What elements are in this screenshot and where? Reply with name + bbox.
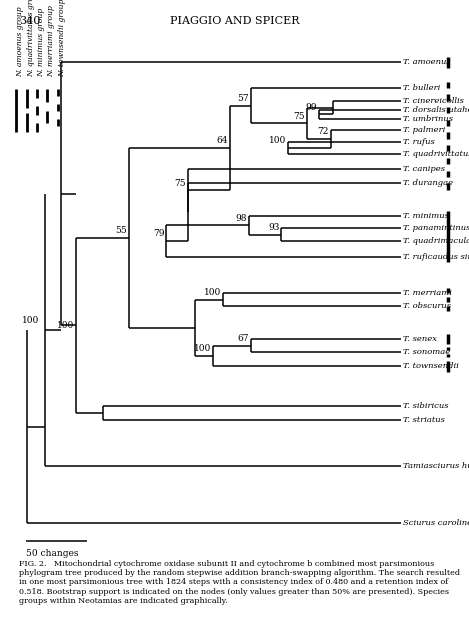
Text: 72: 72 xyxy=(318,127,329,136)
Text: 100: 100 xyxy=(204,288,221,297)
Text: 100: 100 xyxy=(57,321,75,330)
Text: T. dorsalis utahensis: T. dorsalis utahensis xyxy=(403,106,469,113)
Text: N. minimus group: N. minimus group xyxy=(37,8,45,77)
Text: PIAGGIO AND SPICER: PIAGGIO AND SPICER xyxy=(170,16,299,26)
Text: 57: 57 xyxy=(237,94,249,103)
Text: 100: 100 xyxy=(194,344,212,353)
Text: 99: 99 xyxy=(305,102,317,111)
Text: 50 changes: 50 changes xyxy=(26,548,78,557)
Text: T. obscurus: T. obscurus xyxy=(403,301,451,310)
Text: Tamiasciurus hudsonicus: Tamiasciurus hudsonicus xyxy=(403,463,469,470)
Text: N. quadrivittatus group: N. quadrivittatus group xyxy=(27,0,35,77)
Text: 55: 55 xyxy=(115,226,127,236)
Text: 75: 75 xyxy=(294,111,305,120)
Text: 67: 67 xyxy=(237,334,249,343)
Text: T. ruficaudus simulans: T. ruficaudus simulans xyxy=(403,253,469,261)
Text: T. panamintinus: T. panamintinus xyxy=(403,225,469,232)
Text: 100: 100 xyxy=(22,316,39,324)
Text: T. palmeri: T. palmeri xyxy=(403,126,446,134)
Text: N. amoenus group: N. amoenus group xyxy=(16,6,24,77)
Text: T. cinereicollis: T. cinereicollis xyxy=(403,97,464,105)
Text: T. striatus: T. striatus xyxy=(403,416,445,424)
Text: 93: 93 xyxy=(268,223,280,232)
Text: T. townsendii: T. townsendii xyxy=(403,362,459,371)
Text: T. minimus: T. minimus xyxy=(403,212,449,220)
Text: T. quadrimaculatus: T. quadrimaculatus xyxy=(403,237,469,245)
Text: T. durangae: T. durangae xyxy=(403,179,454,187)
Text: Sciurus carolinensis: Sciurus carolinensis xyxy=(403,520,469,527)
Text: FIG. 2.   Mitochondrial cytochrome oxidase subunit II and cytochrome b combined : FIG. 2. Mitochondrial cytochrome oxidase… xyxy=(19,560,460,605)
Text: N. townsendii group: N. townsendii group xyxy=(58,0,66,77)
Text: T. senex: T. senex xyxy=(403,335,437,343)
Text: T. amoenus: T. amoenus xyxy=(403,58,451,66)
Text: 75: 75 xyxy=(174,179,186,188)
Text: 100: 100 xyxy=(269,136,287,145)
Text: N. merriami group: N. merriami group xyxy=(47,5,55,77)
Text: T. rufus: T. rufus xyxy=(403,138,435,146)
Text: T. quadrivittatus: T. quadrivittatus xyxy=(403,150,469,158)
Text: T. bulleri: T. bulleri xyxy=(403,84,440,92)
Text: T. umbrinus: T. umbrinus xyxy=(403,115,454,123)
Text: T. merriami: T. merriami xyxy=(403,289,452,298)
Text: T. sonomae: T. sonomae xyxy=(403,348,451,356)
Text: 79: 79 xyxy=(153,229,165,239)
Text: T. sibiricus: T. sibiricus xyxy=(403,403,449,410)
Text: T. canipes: T. canipes xyxy=(403,164,446,173)
Text: 98: 98 xyxy=(235,214,247,223)
Text: 64: 64 xyxy=(216,136,228,145)
Text: 340: 340 xyxy=(19,16,40,26)
